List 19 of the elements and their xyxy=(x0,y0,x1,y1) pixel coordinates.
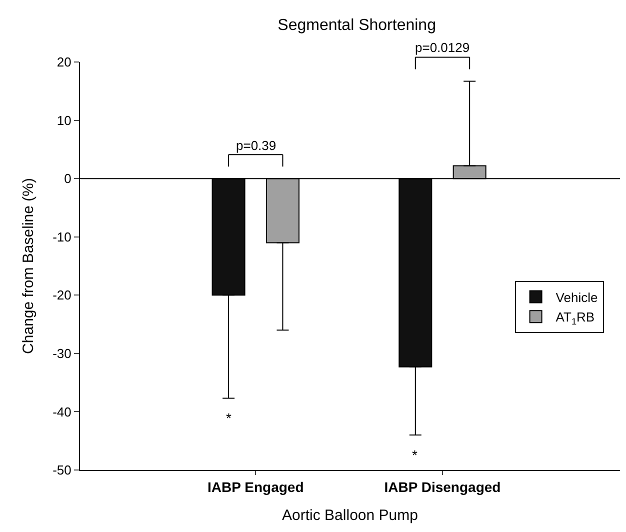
y-tick-label: -40 xyxy=(52,404,72,420)
y-tick-label: -30 xyxy=(52,346,72,361)
x-tick-label: IABP Engaged xyxy=(208,478,304,495)
annotation: * xyxy=(226,410,232,426)
y-tick-label: -20 xyxy=(52,288,72,303)
y-tick-label: -50 xyxy=(52,462,72,478)
chart-title: Segmental Shortening xyxy=(278,16,436,34)
legend-label: Vehicle xyxy=(556,290,598,305)
y-tick-label: 0 xyxy=(64,171,72,186)
annotation: * xyxy=(412,447,418,463)
text: p=0.0129 xyxy=(415,40,470,55)
y-tick-label: 10 xyxy=(56,112,72,128)
y-tick-label: 20 xyxy=(56,54,72,70)
annotation: p=0.39 xyxy=(236,138,276,153)
y-tick-label: -10 xyxy=(52,229,72,244)
x-tick-label: IABP Disengaged xyxy=(384,478,501,495)
legend-label: AT$_{1}$RB xyxy=(556,310,595,326)
x-axis-title: Aortic Balloon Pump xyxy=(282,506,418,524)
y-axis-title: Change from Baseline (%) xyxy=(20,178,37,354)
